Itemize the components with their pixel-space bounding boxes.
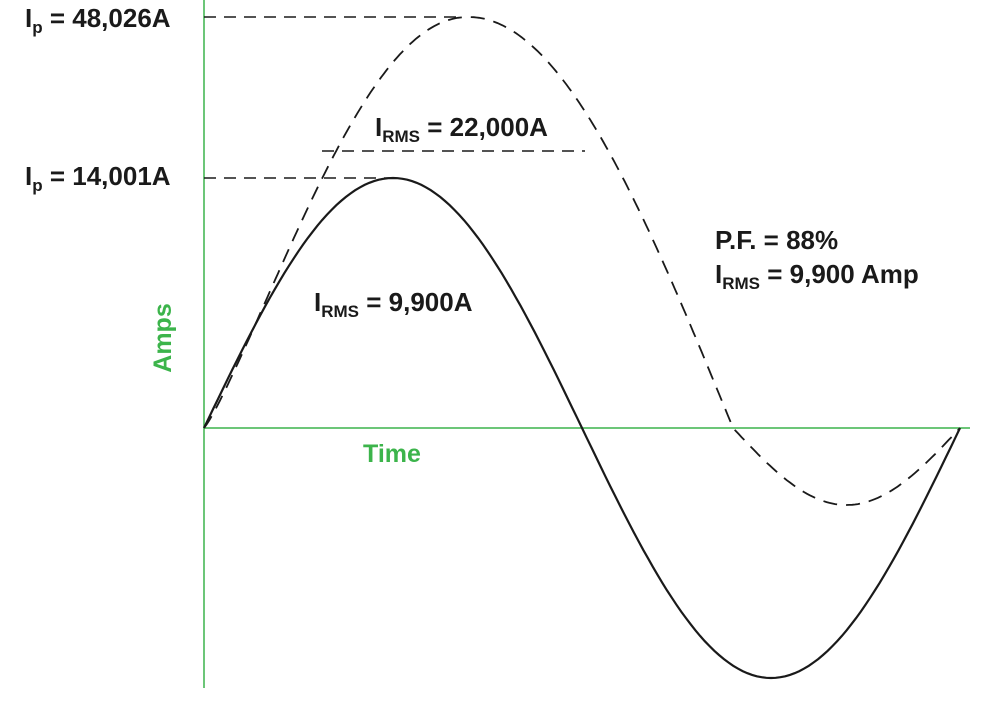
x-axis-label: Time — [363, 440, 421, 468]
peak-label-dashed-series: Ip = 48,026A — [25, 3, 171, 37]
series-line-solid — [203, 176, 961, 680]
rms-annotation: IRMS = 9,900 Amp — [715, 259, 919, 293]
power-factor-annotation: P.F. = 88% — [715, 225, 838, 255]
rms-label-dashed-series: IRMS = 22,000A — [375, 112, 548, 146]
series-line-dashed — [203, 16, 961, 506]
rms-label-solid-series: IRMS = 9,900A — [314, 287, 473, 321]
y-axis-label: Amps — [149, 303, 177, 372]
peak-label-solid-series: Ip = 14,001A — [25, 161, 171, 195]
